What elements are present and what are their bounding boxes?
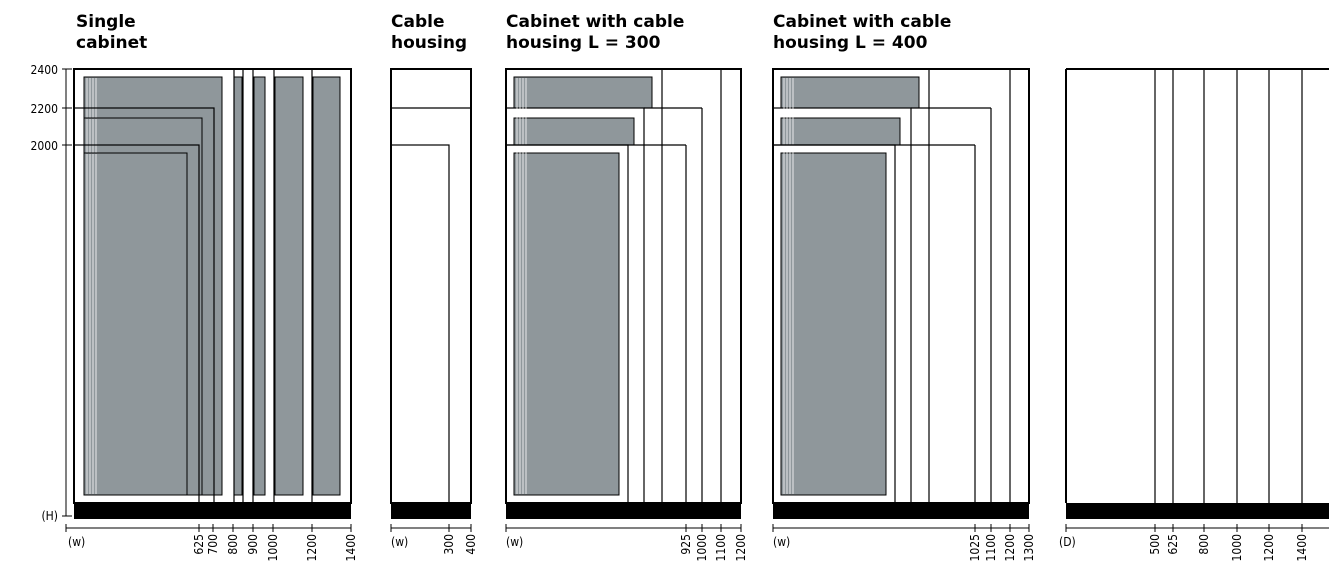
title-cable-line1: Cable [391,12,444,32]
door-l300-mid [513,117,635,146]
single-cabinet-drawing [73,68,352,519]
cable-housing-drawing [390,68,472,519]
plinth-l300 [506,503,741,519]
door-1400 [312,76,341,496]
tick-label-c400-1100: 1100 [984,534,998,562]
width-axis-depth: (D) 500 625 800 1000 1200 1400 [1059,524,1329,561]
tick-label-single-1400: 1400 [344,534,358,562]
tick-label-single-700: 700 [206,534,220,555]
tick-label-single-900: 900 [246,534,260,555]
width-axis-letter-single: (w) [68,535,85,549]
title-c400-line2: housing L = 400 [773,33,928,53]
tick-label-depth-1000: 1000 [1230,534,1244,562]
width-axis-letter-cable: (w) [391,535,408,549]
tick-label-c400-1025: 1025 [968,534,982,561]
height-label-2200: 2200 [31,102,59,116]
height-label-2000: 2000 [31,139,59,153]
title-single-line1: Single [76,12,136,32]
width-axis-single: (w) 625 700 800 900 1000 1200 1400 [65,524,358,562]
width-axis-letter-c400: (w) [773,535,790,549]
width-axis-c400: (w) 1025 1100 1200 1300 [772,524,1036,562]
tick-label-depth-800: 800 [1197,534,1211,555]
door-900 [233,76,243,496]
height-axis: 2400 2200 2000 (H) [31,63,72,523]
door-l300-top [513,76,653,109]
width-axis-c300: (w) 925 1000 1100 1200 [505,524,748,562]
tick-label-c300-925: 925 [679,534,693,555]
height-axis-letter: (H) [41,509,58,523]
tick-label-cable-400: 400 [464,534,478,555]
tick-label-depth-500: 500 [1148,534,1162,555]
tick-label-single-1000: 1000 [266,534,280,562]
width-axis-letter-c300: (w) [506,535,523,549]
tick-label-depth-1400: 1400 [1295,534,1309,562]
height-label-2400: 2400 [31,63,59,77]
plinth-depth [1066,503,1329,519]
tick-label-single-800: 800 [226,534,240,555]
tick-label-single-1200: 1200 [305,534,319,562]
tick-label-c300-1000: 1000 [695,534,709,562]
cabinet-l300-drawing [505,68,742,519]
tick-label-single-625: 625 [192,534,206,555]
door-2000 [83,152,188,496]
width-axis-letter-depth: (D) [1059,535,1076,549]
title-c400-line1: Cabinet with cable [773,12,951,32]
door-l400-mid [780,117,901,146]
plinth-cable [391,503,471,519]
plinth-l400 [773,503,1029,519]
title-single-line2: cabinet [76,33,147,53]
width-axis-cable: (w) 300 400 [390,524,478,555]
tick-label-c400-1200: 1200 [1003,534,1017,562]
tick-label-cable-300: 300 [442,534,456,555]
depth-view-drawing [1065,68,1329,519]
door-1000 [253,76,266,496]
title-c300-line2: housing L = 300 [506,33,661,53]
cabinet-l400-drawing [772,68,1030,519]
title-c300-line1: Cabinet with cable [506,12,684,32]
title-cable-line2: housing [391,33,467,53]
tick-label-c300-1100: 1100 [714,534,728,562]
tick-label-depth-625: 625 [1166,534,1180,555]
door-l400-top [780,76,920,109]
tick-label-c300-1200: 1200 [734,534,748,562]
tick-label-c400-1300: 1300 [1022,534,1036,562]
tick-label-depth-1200: 1200 [1262,534,1276,562]
door-l300-main [513,152,620,496]
width-axes: (w) 625 700 800 900 1000 1200 1400 (w) 300 400 (w) 9… [65,524,1329,562]
door-l400-main [780,152,887,496]
plinth-single [74,503,351,519]
door-1200 [274,76,304,496]
